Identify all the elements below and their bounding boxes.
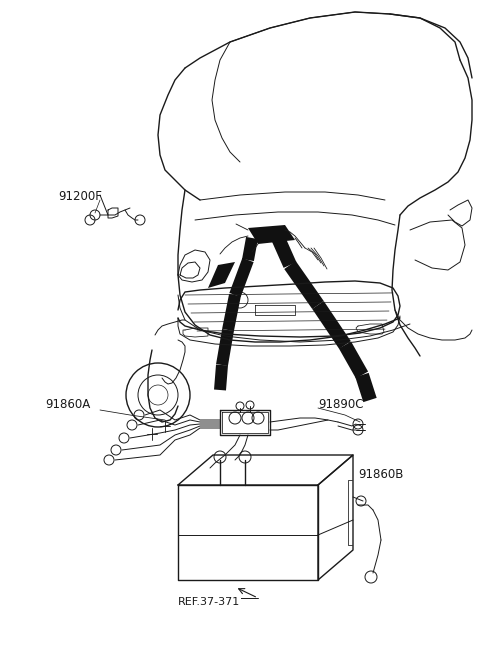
Polygon shape xyxy=(339,342,368,379)
Text: 91860A: 91860A xyxy=(45,398,90,411)
Polygon shape xyxy=(214,365,228,390)
Polygon shape xyxy=(248,225,295,244)
Polygon shape xyxy=(272,235,296,268)
Polygon shape xyxy=(216,329,234,366)
Polygon shape xyxy=(242,237,258,261)
Polygon shape xyxy=(208,262,235,288)
Text: REF.37-371: REF.37-371 xyxy=(178,597,240,607)
Polygon shape xyxy=(284,261,324,309)
Text: 91200F: 91200F xyxy=(58,190,102,203)
Polygon shape xyxy=(222,294,241,331)
Polygon shape xyxy=(229,258,253,297)
Polygon shape xyxy=(312,301,351,349)
Polygon shape xyxy=(355,373,377,402)
Text: 91860B: 91860B xyxy=(358,468,403,481)
Text: 91890C: 91890C xyxy=(318,398,363,411)
